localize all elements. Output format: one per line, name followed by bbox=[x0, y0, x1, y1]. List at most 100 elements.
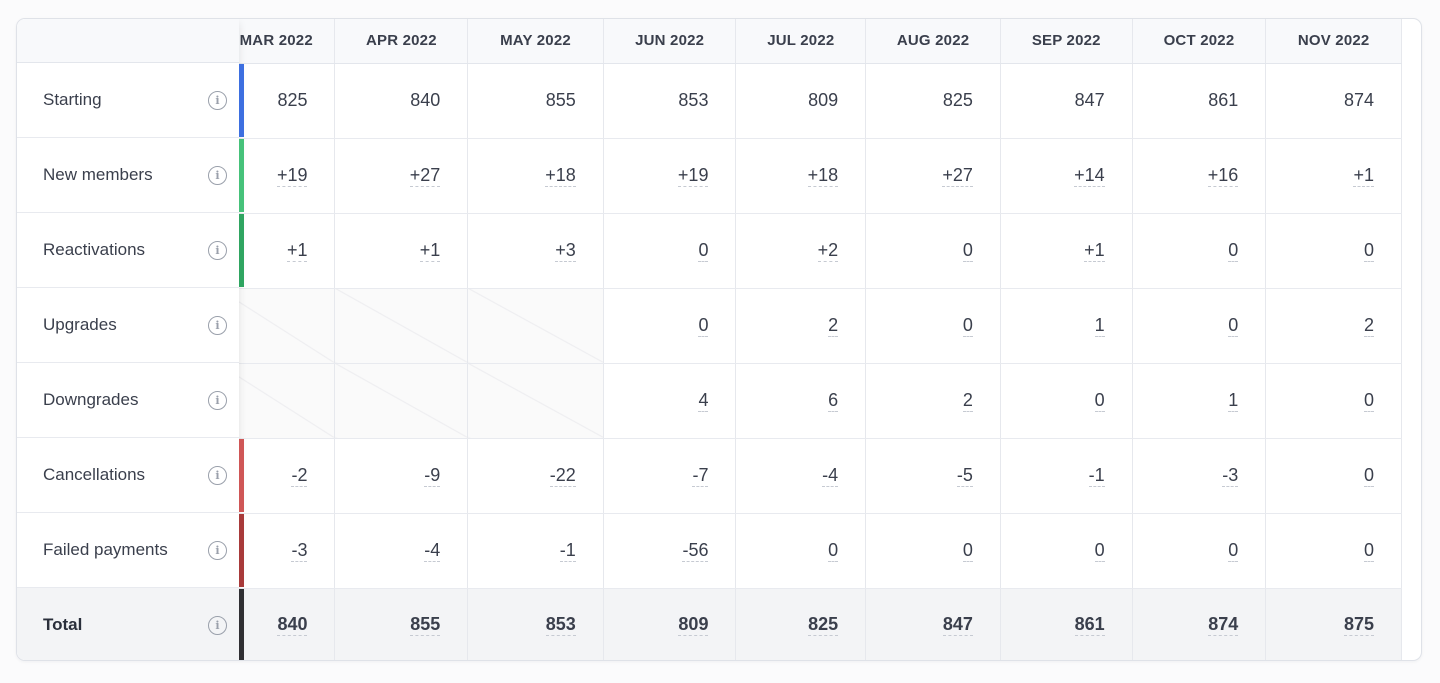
data-scroll-region[interactable]: MAR 2022 APR 2022 MAY 2022 JUN 2022 JUL 2022… bbox=[239, 19, 1421, 660]
table-cell[interactable]: 0 bbox=[1265, 438, 1402, 514]
table-cell[interactable]: -5 bbox=[865, 438, 1001, 514]
table-cell[interactable]: 0 bbox=[1132, 288, 1267, 364]
cell-value: 0 bbox=[962, 314, 973, 337]
table-cell[interactable]: -1 bbox=[1000, 438, 1133, 514]
table-cell[interactable]: +19 bbox=[239, 138, 336, 214]
table-cell[interactable]: 0 bbox=[865, 513, 1001, 589]
cell-value: 874 bbox=[1208, 614, 1239, 637]
table-cell[interactable]: +27 bbox=[334, 138, 469, 214]
cell-value: 874 bbox=[1343, 89, 1374, 110]
table-cell[interactable]: 0 bbox=[1265, 513, 1402, 589]
table-cell[interactable]: 0 bbox=[603, 213, 737, 289]
table-cell[interactable]: 847 bbox=[865, 588, 1001, 660]
row-color-bar bbox=[239, 139, 244, 212]
table-cell[interactable]: 825 bbox=[735, 588, 867, 660]
info-icon[interactable]: i bbox=[208, 466, 227, 485]
table-cell[interactable]: +2 bbox=[735, 213, 867, 289]
info-icon[interactable]: i bbox=[208, 241, 227, 260]
table-cell[interactable]: 2 bbox=[735, 288, 867, 364]
cell-value: 6 bbox=[828, 389, 839, 412]
table-cell[interactable]: 0 bbox=[1000, 363, 1133, 439]
row-labels-column: Starting i New members i Reactivations i Upgra… bbox=[17, 19, 239, 660]
table-cell[interactable]: 0 bbox=[603, 288, 737, 364]
table-cell[interactable]: 855 bbox=[334, 588, 469, 660]
table-cell[interactable]: 0 bbox=[1132, 213, 1267, 289]
table-cell[interactable]: +27 bbox=[865, 138, 1001, 214]
row-label-upgrades: Upgrades i bbox=[17, 288, 239, 363]
table-cell[interactable]: +16 bbox=[1132, 138, 1267, 214]
info-icon[interactable]: i bbox=[208, 616, 227, 635]
cell-value: 1 bbox=[1228, 389, 1239, 412]
row-label-reactivations: Reactivations i bbox=[17, 213, 239, 288]
table-cell[interactable]: -3 bbox=[1132, 438, 1267, 514]
column-header[interactable]: OCT 2022 bbox=[1132, 19, 1267, 64]
table-cell[interactable]: +1 bbox=[1000, 213, 1133, 289]
info-icon[interactable]: i bbox=[208, 541, 227, 560]
table-cell[interactable]: -56 bbox=[603, 513, 737, 589]
table-cell[interactable]: 4 bbox=[603, 363, 737, 439]
table-cell[interactable]: 2 bbox=[865, 363, 1001, 439]
info-icon[interactable]: i bbox=[208, 316, 227, 335]
info-icon[interactable]: i bbox=[208, 391, 227, 410]
cell-value: -1 bbox=[559, 539, 576, 562]
table-cell[interactable]: 0 bbox=[735, 513, 867, 589]
column-header[interactable]: MAR 2022 bbox=[239, 19, 336, 64]
row-label-failed-payments: Failed payments i bbox=[17, 513, 239, 588]
table-cell[interactable]: 809 bbox=[603, 588, 737, 660]
table-cell[interactable]: -1 bbox=[467, 513, 604, 589]
table-cell[interactable]: +18 bbox=[467, 138, 604, 214]
table-cell[interactable]: -4 bbox=[735, 438, 867, 514]
table-cell[interactable]: -9 bbox=[334, 438, 469, 514]
column-header[interactable]: APR 2022 bbox=[334, 19, 469, 64]
table-cell[interactable]: 6 bbox=[735, 363, 867, 439]
table-cell[interactable]: 1 bbox=[1132, 363, 1267, 439]
table-cell[interactable]: 0 bbox=[865, 288, 1001, 364]
row-label-text: Starting bbox=[43, 90, 102, 109]
table-cell[interactable]: 2 bbox=[1265, 288, 1402, 364]
info-icon[interactable]: i bbox=[208, 91, 227, 110]
column-header[interactable]: SEP 2022 bbox=[1000, 19, 1133, 64]
cell-value: 0 bbox=[1094, 539, 1105, 562]
table-cell: 874 bbox=[1265, 63, 1402, 139]
column-header[interactable]: JUN 2022 bbox=[603, 19, 737, 64]
column-header[interactable]: JUL 2022 bbox=[735, 19, 867, 64]
table-cell bbox=[239, 288, 336, 364]
cell-value: 853 bbox=[678, 89, 709, 110]
table-cell[interactable]: +18 bbox=[735, 138, 867, 214]
table-cell[interactable]: -22 bbox=[467, 438, 604, 514]
table-cell[interactable]: -4 bbox=[334, 513, 469, 589]
cell-value: -4 bbox=[424, 539, 441, 562]
column-header[interactable]: MAY 2022 bbox=[467, 19, 604, 64]
table-cell[interactable]: -2 bbox=[239, 438, 336, 514]
table-cell[interactable]: +1 bbox=[239, 213, 336, 289]
table-cell[interactable]: 1 bbox=[1000, 288, 1133, 364]
table-cell[interactable]: +14 bbox=[1000, 138, 1133, 214]
table-cell[interactable]: 0 bbox=[1132, 513, 1267, 589]
member-movement-table: Starting i New members i Reactivations i Upgra… bbox=[16, 18, 1422, 661]
column-header[interactable]: AUG 2022 bbox=[865, 19, 1001, 64]
table-cell[interactable]: -3 bbox=[239, 513, 336, 589]
table-cell[interactable]: 861 bbox=[1000, 588, 1133, 660]
column-header[interactable]: NOV 2022 bbox=[1265, 19, 1402, 64]
table-cell[interactable]: 853 bbox=[467, 588, 604, 660]
table-cell[interactable]: +19 bbox=[603, 138, 737, 214]
row-label-text: Downgrades bbox=[43, 390, 139, 409]
cell-value: +1 bbox=[419, 239, 441, 262]
table-cell[interactable]: 840 bbox=[239, 588, 336, 660]
table-cell[interactable]: +1 bbox=[334, 213, 469, 289]
cell-value: 847 bbox=[1074, 89, 1105, 110]
row-color-bar bbox=[239, 439, 244, 512]
table-cell bbox=[467, 288, 604, 364]
table-cell[interactable]: +1 bbox=[1265, 138, 1402, 214]
table-cell[interactable]: +3 bbox=[467, 213, 604, 289]
table-cell[interactable]: 0 bbox=[865, 213, 1001, 289]
table-cell[interactable]: 875 bbox=[1265, 588, 1402, 660]
cell-value: +19 bbox=[276, 164, 308, 187]
info-icon[interactable]: i bbox=[208, 166, 227, 185]
table-cell[interactable]: 0 bbox=[1000, 513, 1133, 589]
table-cell[interactable]: -7 bbox=[603, 438, 737, 514]
table-cell[interactable]: 874 bbox=[1132, 588, 1267, 660]
cell-value: +16 bbox=[1207, 164, 1239, 187]
table-cell[interactable]: 0 bbox=[1265, 363, 1402, 439]
table-cell[interactable]: 0 bbox=[1265, 213, 1402, 289]
